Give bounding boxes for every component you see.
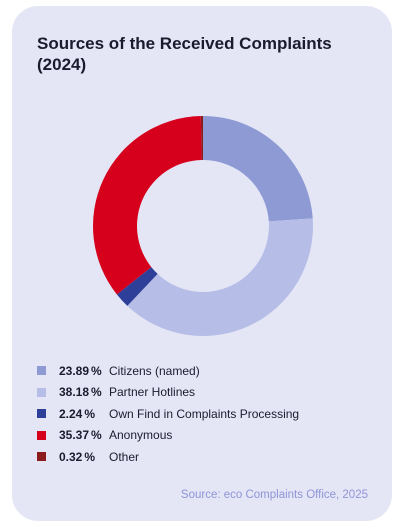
legend-value: 0.32% (59, 449, 96, 464)
donut-segment-1 (203, 116, 313, 222)
legend-value: 35.37% (59, 428, 102, 443)
legend-swatch (37, 387, 46, 397)
legend-value: 2.24% (59, 406, 96, 421)
legend-label: Citizens (named) (109, 363, 200, 378)
legend-value: 23.89% (59, 363, 102, 378)
legend-label: Anonymous (109, 428, 173, 443)
donut-segment-3 (116, 267, 158, 306)
donut-segment-2 (127, 218, 313, 336)
legend-label: Other (109, 449, 140, 464)
donut-segment-5 (200, 116, 203, 161)
donut-segment-4 (93, 116, 202, 295)
legend-swatch (37, 452, 46, 462)
legend-item: 2.24% Own Find in Complaints Processing (37, 403, 299, 425)
chart-legend: 23.89% Citizens (named) 38.18% Partner Hotl… (37, 360, 299, 468)
legend-swatch (37, 366, 46, 376)
legend-item: 35.37% Anonymous (37, 425, 299, 447)
legend-label: Own Find in Complaints Processing (109, 406, 300, 421)
legend-item: 0.32% Other (37, 446, 299, 468)
donut-chart (93, 116, 313, 336)
chart-card: Sources of the Received Complaints (2024… (12, 6, 392, 521)
source-note: Source: eco Complaints Office, 2025 (180, 489, 368, 501)
chart-title: Sources of the Received Complaints (2024… (37, 34, 332, 74)
legend-value: 38.18% (59, 385, 102, 400)
legend-item: 38.18% Partner Hotlines (37, 382, 299, 404)
legend-swatch (37, 409, 46, 419)
legend-label: Partner Hotlines (109, 385, 196, 400)
legend-swatch (37, 430, 46, 440)
legend-item: 23.89% Citizens (named) (37, 360, 299, 382)
